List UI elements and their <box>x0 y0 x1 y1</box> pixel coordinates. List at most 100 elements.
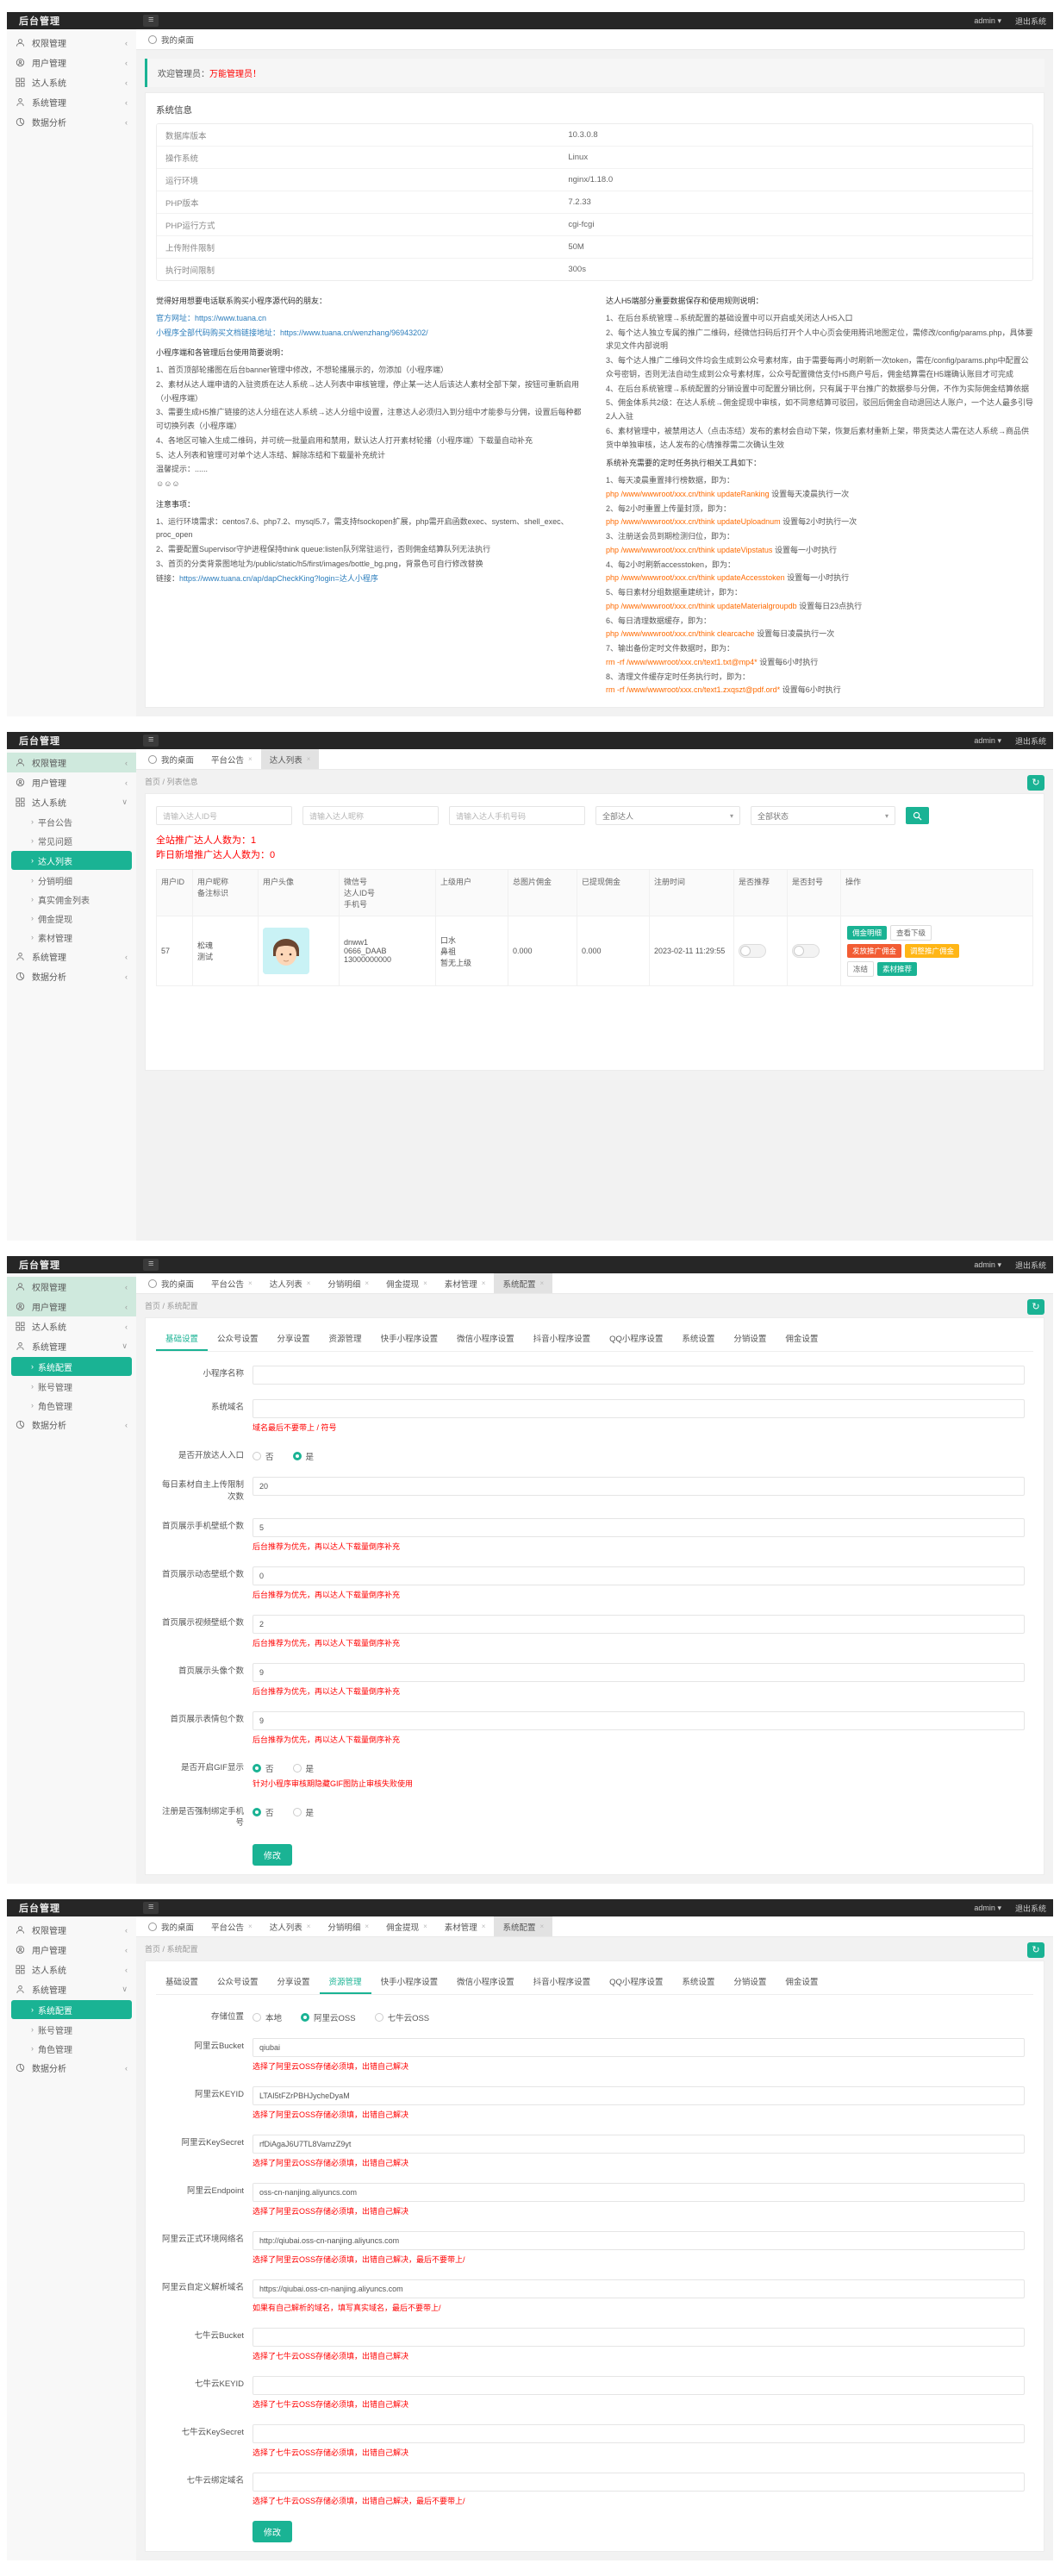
sidebar-sub-faq[interactable]: › 常见问题 <box>31 836 72 847</box>
tab-platform-notice[interactable]: 平台公告 × <box>211 1923 253 1933</box>
sidebar-item-talent[interactable]: 达人系统 ‹ <box>7 72 136 92</box>
qiniu-keysecret-input[interactable] <box>253 2424 1025 2444</box>
settings-tab-douyin[interactable]: 抖音小程序设置 <box>533 1335 591 1344</box>
user-menu[interactable]: admin ▾ <box>974 1260 1001 1269</box>
sidebar-sub-real-commission[interactable]: › 真实佣金列表 <box>31 895 90 906</box>
breadcrumb-home[interactable]: 首页 <box>145 1945 161 1954</box>
radio-yes[interactable]: 是 <box>292 1450 314 1462</box>
qiniu-domain-input[interactable] <box>253 2473 1025 2492</box>
home-video-wallpaper-input[interactable]: 2 <box>253 1614 1025 1634</box>
storage-local-radio[interactable]: 本地 <box>253 2011 282 2023</box>
sidebar-item-users[interactable]: 用户管理 ‹ <box>7 772 136 792</box>
official-site-link[interactable]: 官方网址：https://www.tuana.cn <box>156 313 267 322</box>
close-icon[interactable]: × <box>248 1923 253 1931</box>
tab-material[interactable]: 素材管理 × <box>444 1923 486 1933</box>
settings-tab-resource[interactable]: 资源管理 <box>319 1970 371 1995</box>
refresh-button[interactable]: ↻ <box>1027 775 1044 791</box>
save-button[interactable]: 修改 <box>253 2521 292 2543</box>
breadcrumb-home[interactable]: 首页 <box>145 778 161 786</box>
sidebar-sub-system-config[interactable]: › 系统配置 <box>11 2000 132 2020</box>
home-avatar-count-input[interactable]: 9 <box>253 1662 1025 1682</box>
settings-tab-resource[interactable]: 资源管理 <box>328 1335 362 1344</box>
sidebar-sub-account[interactable]: › 账号管理 <box>31 1382 72 1393</box>
storage-qiniu-radio[interactable]: 七牛云OSS <box>374 2011 429 2023</box>
close-icon[interactable]: × <box>423 1279 427 1287</box>
sidebar-item-analytics[interactable]: 数据分析 ‹ <box>7 2058 136 2078</box>
tab-distribution[interactable]: 分销明细 × <box>327 1279 370 1290</box>
close-icon[interactable]: × <box>365 1279 370 1287</box>
tab-withdraw[interactable]: 佣金提现 × <box>386 1279 427 1290</box>
logout-button[interactable]: 退出系统 <box>1014 1904 1046 1913</box>
talent-phone-input[interactable]: 请输入达人手机号码 <box>449 806 585 825</box>
radio-no[interactable]: 否 <box>253 1450 274 1462</box>
refresh-button[interactable]: ↻ <box>1027 1299 1044 1315</box>
settings-tab-commission[interactable]: 佣金设置 <box>785 1978 819 1988</box>
doc-link[interactable]: 小程序全部代码购买文档链接地址：https://www.tuana.cn/wen… <box>156 328 428 337</box>
radio-no[interactable]: 否 <box>253 1806 274 1818</box>
sidebar-item-permission[interactable]: 权限管理 ‹ <box>7 1277 136 1297</box>
miniapp-name-input[interactable] <box>253 1366 1025 1385</box>
material-recommend-button[interactable]: 素材推荐 <box>877 962 918 976</box>
tab-desktop[interactable]: 我的桌面 <box>140 749 203 769</box>
search-button[interactable] <box>906 807 929 824</box>
tab-distribution[interactable]: 分销明细 × <box>327 1923 370 1933</box>
sidebar-sub-talent-list[interactable]: › 达人列表 <box>11 851 132 870</box>
buy-link[interactable]: https://www.tuana.cn/ap/dapCheckKing?log… <box>179 573 378 583</box>
freeze-button[interactable]: 冻结 <box>847 961 875 977</box>
close-icon[interactable]: × <box>539 1923 545 1931</box>
refresh-button[interactable]: ↻ <box>1027 1942 1044 1959</box>
settings-tab-mp-account[interactable]: 公众号设置 <box>217 1335 259 1344</box>
close-icon[interactable]: × <box>248 755 253 763</box>
sidebar-item-analytics[interactable]: 数据分析 ‹ <box>7 112 136 132</box>
aliyun-keysecret-input[interactable]: rfDiAgaJ6U7TL8VamzZ9yt <box>253 2135 1025 2154</box>
logout-button[interactable]: 退出系统 <box>1014 1260 1046 1270</box>
close-icon[interactable]: × <box>481 1923 486 1931</box>
sidebar-sub-material[interactable]: › 素材管理 <box>31 933 72 944</box>
sidebar-item-system[interactable]: 系统管理 ‹ <box>7 947 136 966</box>
settings-tab-system[interactable]: 系统设置 <box>682 1978 715 1988</box>
user-menu[interactable]: admin ▾ <box>974 1903 1001 1912</box>
logout-button[interactable]: 退出系统 <box>1014 736 1046 746</box>
close-icon[interactable]: × <box>365 1923 370 1931</box>
logout-button[interactable]: 退出系统 <box>1014 16 1046 26</box>
settings-tab-kuaishou[interactable]: 快手小程序设置 <box>380 1335 439 1344</box>
user-menu[interactable]: admin ▾ <box>974 16 1001 25</box>
settings-tab-distribution[interactable]: 分销设置 <box>733 1335 767 1344</box>
status-select[interactable]: 全部状态 ▾ <box>751 806 895 825</box>
tab-desktop[interactable]: 我的桌面 <box>140 1273 203 1293</box>
breadcrumb-home[interactable]: 首页 <box>145 1302 161 1310</box>
aliyun-endpoint-input[interactable]: oss-cn-nanjing.aliyuncs.com <box>253 2183 1025 2203</box>
tab-system-config[interactable]: 系统配置 × <box>494 1916 553 1937</box>
tab-desktop[interactable]: 我的桌面 <box>140 1916 203 1936</box>
sidebar-sub-withdraw[interactable]: › 佣金提现 <box>31 914 72 925</box>
sidebar-item-analytics[interactable]: 数据分析 ‹ <box>7 966 136 986</box>
user-menu[interactable]: admin ▾ <box>974 735 1001 745</box>
settings-tab-mp-account[interactable]: 公众号设置 <box>217 1978 259 1988</box>
sidebar-item-system[interactable]: 系统管理 ∨ <box>7 1979 136 1999</box>
aliyun-custom-domain-input[interactable]: https://qiubai.oss-cn-nanjing.aliyuncs.c… <box>253 2279 1025 2299</box>
settings-tab-share[interactable]: 分享设置 <box>277 1978 310 1988</box>
sidebar-item-permission[interactable]: 权限管理 ‹ <box>7 33 136 53</box>
close-icon[interactable]: × <box>248 1279 253 1287</box>
settings-tab-distribution[interactable]: 分销设置 <box>733 1978 767 1988</box>
aliyun-public-domain-input[interactable]: http://qiubai.oss-cn-nanjing.aliyuncs.co… <box>253 2231 1025 2251</box>
settings-tab-commission[interactable]: 佣金设置 <box>785 1335 819 1344</box>
storage-aliyun-radio[interactable]: 阿里云OSS <box>301 2011 356 2023</box>
settings-tab-basic[interactable]: 基础设置 <box>156 1327 209 1351</box>
tab-talent-list[interactable]: 达人列表 × <box>269 1923 311 1933</box>
save-button[interactable]: 修改 <box>253 1844 292 1866</box>
sidebar-item-system[interactable]: 系统管理 ‹ <box>7 92 136 112</box>
settings-tab-weixin[interactable]: 微信小程序设置 <box>457 1335 514 1344</box>
ban-toggle[interactable] <box>792 944 820 958</box>
radio-yes[interactable]: 是 <box>292 1762 314 1774</box>
close-icon[interactable]: × <box>423 1923 427 1931</box>
qiniu-keyid-input[interactable] <box>253 2376 1025 2396</box>
settings-tab-qq[interactable]: QQ小程序设置 <box>609 1335 664 1344</box>
radio-no[interactable]: 否 <box>253 1762 274 1774</box>
sidebar-item-system[interactable]: 系统管理 ∨ <box>7 1336 136 1356</box>
tab-withdraw[interactable]: 佣金提现 × <box>386 1923 427 1933</box>
sidebar-item-users[interactable]: 用户管理 ‹ <box>7 53 136 72</box>
tab-talent-list[interactable]: 达人列表 × <box>260 749 320 769</box>
tab-material[interactable]: 素材管理 × <box>444 1279 486 1290</box>
close-icon[interactable]: × <box>306 755 311 763</box>
